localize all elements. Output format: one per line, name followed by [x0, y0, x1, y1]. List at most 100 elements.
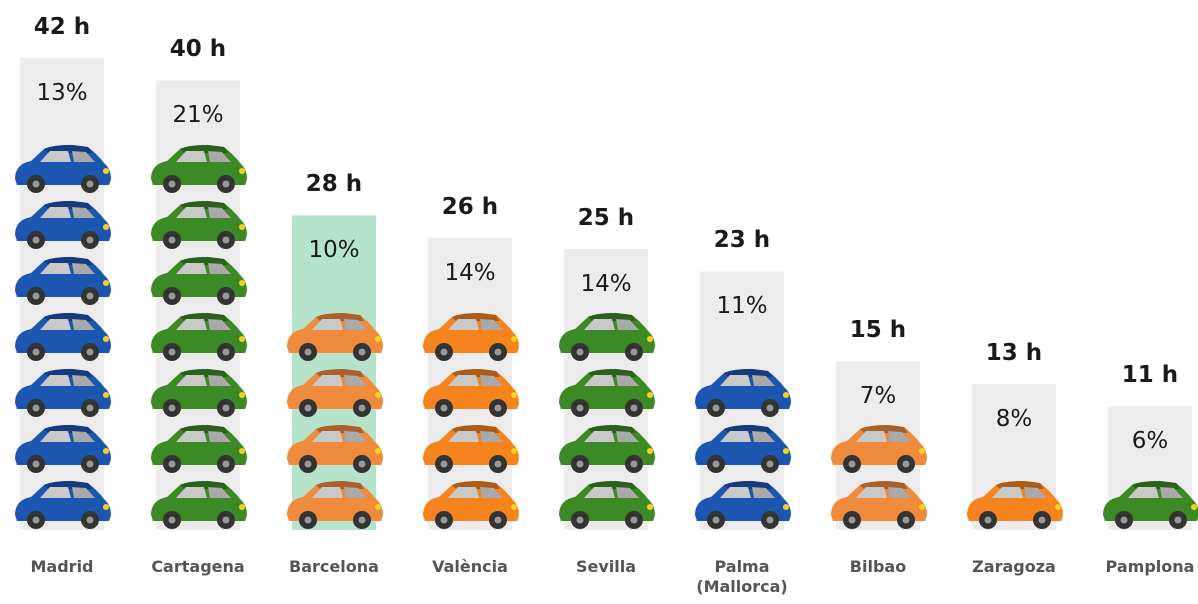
car-hub	[766, 404, 774, 412]
car-light	[511, 504, 517, 510]
car-window	[72, 207, 95, 218]
car-window	[176, 431, 207, 442]
car-light	[375, 504, 381, 510]
share-label: 8%	[995, 405, 1033, 432]
car-hub	[32, 236, 40, 244]
car-window	[1024, 487, 1047, 498]
car-hub	[712, 460, 720, 468]
car-light	[239, 168, 245, 174]
car-hub	[168, 404, 176, 412]
x-tick-label: Palma (Mallorca)	[696, 557, 788, 596]
car-hub	[32, 460, 40, 468]
car-window	[856, 487, 887, 498]
car-icon	[423, 425, 519, 473]
car-window	[584, 431, 615, 442]
car-hub	[222, 348, 230, 356]
car-icon	[559, 369, 655, 417]
car-hub	[222, 292, 230, 300]
car-window	[448, 487, 479, 498]
x-tick-label: Zaragoza	[972, 557, 1056, 576]
car-window	[208, 431, 231, 442]
car-window	[480, 431, 503, 442]
car-hub	[712, 404, 720, 412]
car-icon	[151, 481, 247, 529]
car-window	[344, 375, 367, 386]
value-label: 11 h	[1121, 362, 1179, 389]
car-window	[176, 151, 207, 162]
car-window	[344, 487, 367, 498]
car-icon	[1103, 481, 1198, 529]
car-light	[103, 392, 109, 398]
car-hub	[984, 516, 992, 524]
car-window	[72, 431, 95, 442]
car-hub	[358, 460, 366, 468]
car-hub	[222, 404, 230, 412]
car-window	[856, 431, 887, 442]
car-hub	[32, 516, 40, 524]
car-hub	[168, 180, 176, 188]
car-window	[40, 263, 71, 274]
car-hub	[168, 460, 176, 468]
car-window	[208, 151, 231, 162]
car-hub	[766, 460, 774, 468]
car-hub	[168, 292, 176, 300]
car-icon	[151, 425, 247, 473]
car-hub	[1120, 516, 1128, 524]
car-light	[783, 504, 789, 510]
car-window	[312, 319, 343, 330]
car-hub	[304, 516, 312, 524]
car-window	[208, 375, 231, 386]
car-window	[1160, 487, 1183, 498]
x-tick-label: Barcelona	[289, 557, 379, 576]
car-window	[616, 375, 639, 386]
car-icon	[695, 481, 791, 529]
car-window	[208, 263, 231, 274]
car-light	[919, 448, 925, 454]
car-window	[40, 375, 71, 386]
value-label: 13 h	[985, 339, 1043, 366]
car-hub	[86, 180, 94, 188]
car-hub	[1038, 516, 1046, 524]
car-window	[72, 151, 95, 162]
car-hub	[576, 348, 584, 356]
car-light	[103, 448, 109, 454]
car-hub	[222, 180, 230, 188]
car-hub	[440, 460, 448, 468]
car-hub	[222, 516, 230, 524]
car-window	[72, 375, 95, 386]
car-window	[176, 263, 207, 274]
car-light	[511, 448, 517, 454]
car-light	[103, 280, 109, 286]
car-icon	[15, 313, 111, 361]
car-hub	[86, 460, 94, 468]
car-light	[647, 504, 653, 510]
car-hub	[32, 292, 40, 300]
car-window	[312, 431, 343, 442]
share-label: 7%	[859, 383, 897, 410]
car-icon	[151, 257, 247, 305]
car-window	[40, 431, 71, 442]
car-window	[40, 151, 71, 162]
car-light	[511, 336, 517, 342]
car-hub	[358, 348, 366, 356]
car-hub	[86, 516, 94, 524]
car-hub	[32, 180, 40, 188]
car-window	[720, 487, 751, 498]
share-label: 14%	[444, 259, 496, 286]
share-label: 14%	[580, 271, 632, 297]
x-tick-label: Cartagena	[151, 557, 245, 576]
value-label: 26 h	[441, 193, 499, 220]
car-window	[40, 207, 71, 218]
car-hub	[494, 348, 502, 356]
car-light	[103, 168, 109, 174]
car-icon	[559, 481, 655, 529]
car-hub	[630, 516, 638, 524]
car-icon	[151, 369, 247, 417]
car-light	[239, 392, 245, 398]
x-tick-label: Sevilla	[575, 557, 637, 576]
car-window	[448, 431, 479, 442]
car-icon	[15, 145, 111, 193]
car-icon	[287, 425, 383, 473]
car-light	[239, 224, 245, 230]
